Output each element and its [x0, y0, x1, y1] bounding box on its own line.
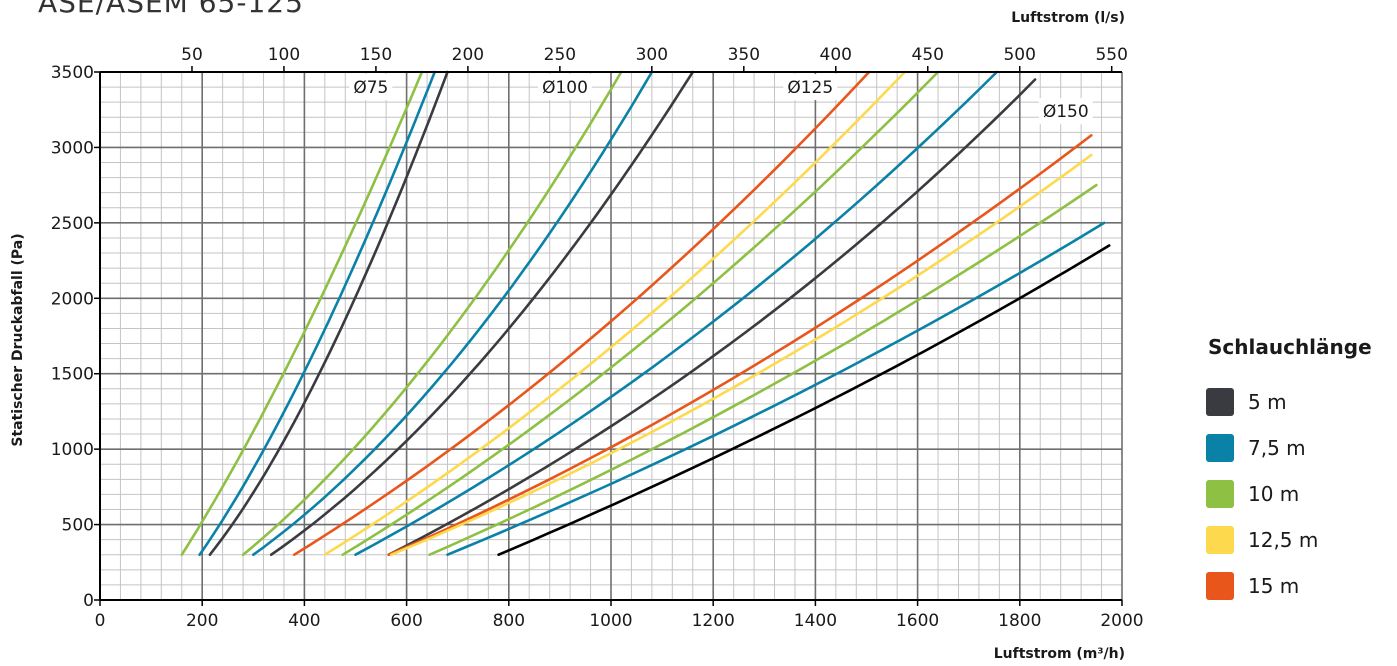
x2-tick-label: 500	[1003, 45, 1035, 65]
series-line	[208, 70, 449, 557]
diameter-label-bg	[538, 74, 593, 101]
y-tick-label: 2500	[51, 214, 94, 234]
series-line	[241, 70, 623, 557]
legend-swatch	[1206, 480, 1234, 508]
legend-label: 7,5 m	[1248, 436, 1306, 460]
x2-tick-label: 100	[268, 45, 300, 65]
legend-label: 5 m	[1248, 390, 1287, 414]
legend-item: 5 m	[1206, 379, 1372, 425]
x-tick-label: 0	[95, 611, 106, 631]
legend-label: 15 m	[1248, 574, 1300, 598]
x-tick-label: 600	[390, 611, 422, 631]
x-tick-label: 1800	[998, 611, 1041, 631]
series-line	[389, 153, 1093, 557]
series-line	[292, 70, 871, 557]
diameter-label-bg	[1038, 98, 1093, 125]
x-tick-label: 2000	[1100, 611, 1143, 631]
x-tick-labels: 0 200 400 600 800 1000 1200 1400 1600 1800 2000	[95, 600, 1144, 631]
x2-tick-label: 150	[360, 45, 392, 65]
diameter-label-bg	[783, 74, 838, 101]
x-tick-label: 400	[288, 611, 320, 631]
x2-tick-label: 450	[912, 45, 944, 65]
y-tick-label: 1000	[51, 440, 94, 460]
series-line	[497, 244, 1111, 557]
series-line	[252, 70, 654, 557]
series-line	[180, 70, 424, 557]
x-tick-label: 1000	[589, 611, 632, 631]
diameter-label-bg	[349, 74, 393, 101]
series-line	[354, 70, 999, 557]
legend-item: 15 m	[1206, 563, 1372, 609]
legend-item: 12,5 m	[1206, 517, 1372, 563]
diameter-label: Ø125	[787, 78, 833, 98]
x2-tick-label: 250	[544, 45, 576, 65]
series-line	[428, 183, 1098, 557]
x2-tick-label: 300	[636, 45, 668, 65]
x2-tick-labels: 50 100 150 200 250 300 350 400 450 500 550	[181, 45, 1128, 72]
x2-tick-label: 400	[820, 45, 852, 65]
y-tick-label: 3000	[51, 138, 94, 158]
legend-swatch	[1206, 434, 1234, 462]
x2-tick-label: 200	[452, 45, 484, 65]
legend: Schlauchlänge 5 m 7,5 m 10 m 12,5 m 15 m	[1206, 335, 1372, 609]
series-line	[446, 221, 1106, 557]
major-grid	[99, 71, 1123, 601]
series-line	[387, 134, 1093, 557]
x-tick-label: 1200	[692, 611, 735, 631]
chart-title: ASE/ASEM 65-125	[38, 0, 304, 19]
y-tick-label: 0	[83, 591, 94, 611]
x-tick-label: 1600	[896, 611, 939, 631]
x-tick-label: 200	[186, 611, 218, 631]
legend-title: Schlauchlänge	[1208, 335, 1372, 359]
diameter-label: Ø150	[1043, 102, 1089, 122]
legend-label: 10 m	[1248, 482, 1300, 506]
y-tick-labels: 0 500 1000 1500 2000 2500 3000 3500	[51, 63, 100, 611]
x-tick-label: 1400	[794, 611, 837, 631]
legend-swatch	[1206, 572, 1234, 600]
series-layer	[180, 70, 1111, 557]
legend-swatch	[1206, 388, 1234, 416]
legend-item: 10 m	[1206, 471, 1372, 517]
y-tick-label: 3500	[51, 63, 94, 83]
series-line	[323, 70, 907, 557]
diameter-labels: Ø75 Ø100 Ø125 Ø150	[349, 74, 1093, 125]
y-axis-title: Statischer Druckabfall (Pa)	[10, 233, 26, 446]
series-line	[198, 70, 437, 557]
legend-item: 7,5 m	[1206, 425, 1372, 471]
series-line	[387, 78, 1037, 557]
x2-axis-title: Luftstrom (l/s)	[1011, 10, 1125, 26]
diameter-label: Ø100	[542, 78, 588, 98]
y-tick-label: 2000	[51, 289, 94, 309]
y-tick-label: 1500	[51, 365, 94, 385]
legend-items: 5 m 7,5 m 10 m 12,5 m 15 m	[1206, 379, 1372, 609]
legend-label: 12,5 m	[1248, 528, 1319, 552]
x2-tick-label: 50	[181, 45, 203, 65]
legend-swatch	[1206, 526, 1234, 554]
x-tick-label: 800	[493, 611, 525, 631]
x2-tick-label: 350	[728, 45, 760, 65]
diameter-label: Ø75	[353, 78, 388, 98]
series-line	[269, 70, 695, 557]
x2-tick-label: 550	[1095, 45, 1127, 65]
x-axis-title: Luftstrom (m³/h)	[994, 646, 1125, 662]
series-line	[341, 70, 940, 557]
y-tick-label: 500	[62, 516, 94, 536]
